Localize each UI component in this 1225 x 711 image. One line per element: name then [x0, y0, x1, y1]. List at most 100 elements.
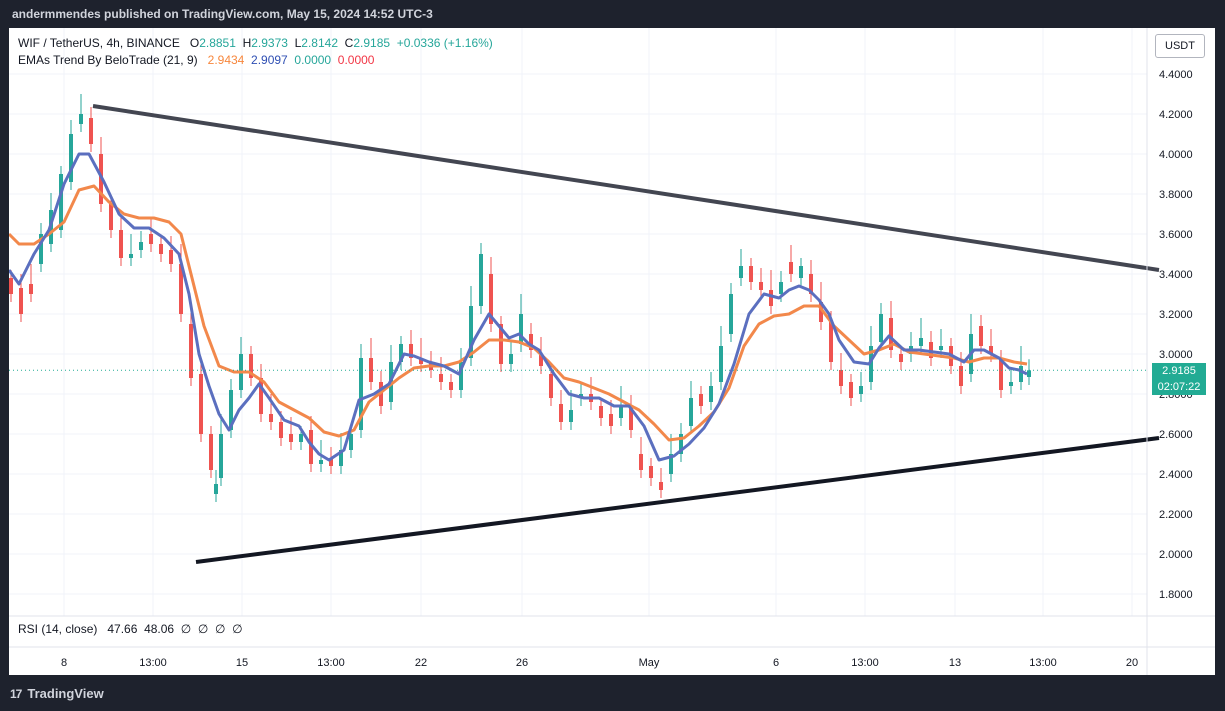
candle-body: [409, 344, 413, 358]
indicator-label[interactable]: EMAs Trend By BeloTrade (21, 9): [18, 53, 198, 67]
indicator-value-2: 2.9097: [251, 53, 288, 67]
rsi-value-2: 48.06: [144, 622, 175, 636]
candle: [169, 236, 173, 272]
candle-body: [1019, 366, 1023, 382]
candle: [709, 372, 713, 410]
candle: [649, 458, 653, 486]
ema-slow-line: [9, 184, 1028, 442]
high-label: H: [242, 36, 252, 50]
candle: [629, 395, 633, 438]
candle-body: [879, 314, 883, 342]
candle-body: [499, 324, 503, 364]
y-tick-label: 3.2000: [1159, 309, 1193, 321]
lower-trendline[interactable]: [195, 436, 1160, 564]
candle: [889, 301, 893, 358]
candle: [409, 330, 413, 366]
candle-body: [279, 422, 283, 438]
candle-body: [999, 358, 1003, 390]
candle-body: [479, 254, 483, 306]
candle-body: [849, 382, 853, 398]
candle: [569, 390, 573, 430]
candle-body: [519, 314, 523, 344]
candle: [219, 414, 223, 486]
candle: [359, 344, 363, 438]
y-tick-label: 2.0000: [1159, 549, 1193, 561]
x-tick-label: 22: [415, 657, 427, 669]
candle-body: [159, 244, 163, 254]
candle-body: [439, 374, 443, 382]
candle: [909, 332, 913, 362]
candle-body: [639, 454, 643, 470]
candle-body: [719, 346, 723, 382]
candle: [549, 366, 553, 406]
y-tick-label: 4.2000: [1159, 109, 1193, 121]
footer-bar: 17 TradingView: [0, 675, 1225, 711]
candle: [809, 260, 813, 302]
x-tick-label: 13:00: [1029, 657, 1057, 669]
candle: [969, 314, 973, 382]
candle-body: [989, 346, 993, 354]
tradingview-logo[interactable]: 17 TradingView: [10, 686, 104, 701]
candle-body: [779, 282, 783, 294]
chart-legend: WIF / TetherUS, 4h, BINANCE O2.8851 H2.9…: [18, 35, 493, 69]
y-tick-label: 2.6000: [1159, 429, 1193, 441]
candle: [139, 231, 143, 258]
candle: [1027, 359, 1031, 385]
candle: [859, 372, 863, 402]
candle: [159, 236, 163, 262]
close-value: 2.9185: [353, 36, 391, 50]
candle: [579, 383, 583, 406]
candle: [209, 426, 213, 478]
candle-body: [809, 274, 813, 294]
y-tick-label: 3.0000: [1159, 349, 1193, 361]
candle-body: [199, 374, 203, 434]
currency-button[interactable]: USDT: [1155, 34, 1205, 58]
candle: [79, 94, 83, 132]
rsi-value-5: ∅: [215, 622, 226, 636]
candle-body: [789, 262, 793, 274]
y-tick-label: 3.4000: [1159, 269, 1193, 281]
candle: [839, 353, 843, 394]
low-value: 2.8142: [301, 36, 338, 50]
candle: [879, 303, 883, 350]
candle: [149, 217, 153, 252]
upper-trendline[interactable]: [92, 104, 1160, 272]
candle: [929, 331, 933, 366]
grid: [9, 28, 1147, 616]
candle-body: [769, 290, 773, 306]
candle-body: [729, 294, 733, 334]
symbol-label[interactable]: WIF / TetherUS, 4h, BINANCE: [18, 36, 180, 50]
trendlines: [92, 104, 1160, 564]
candle: [639, 437, 643, 478]
x-tick-label: 13:00: [317, 657, 345, 669]
indicator-row: EMAs Trend By BeloTrade (21, 9) 2.9434 2…: [18, 52, 493, 69]
candle-body: [209, 434, 213, 470]
candle-body: [19, 288, 23, 314]
candle: [789, 245, 793, 282]
candle-body: [269, 414, 273, 422]
candle-body: [469, 306, 473, 358]
candle-body: [799, 266, 803, 278]
indicator-value-1: 2.9434: [207, 53, 245, 67]
candle-body: [509, 354, 513, 364]
candle-body: [919, 338, 923, 346]
candle: [119, 216, 123, 266]
low-label: L: [294, 36, 302, 50]
y-tick-label: 3.8000: [1159, 189, 1193, 201]
candle-body: [539, 354, 543, 366]
x-tick-label: 6: [773, 657, 779, 669]
candle-body: [759, 282, 763, 290]
candle: [39, 223, 43, 272]
candle-body: [649, 466, 653, 478]
candle: [599, 398, 603, 426]
publisher-line: andermmendes published on TradingView.co…: [12, 7, 433, 21]
candle-body: [219, 434, 223, 478]
last-price-tag: 2.9185 02:07:22: [1152, 363, 1206, 395]
last-price: 2.9185: [1162, 365, 1196, 377]
candle-body: [1027, 370, 1031, 377]
candle: [129, 234, 133, 266]
price-chart[interactable]: 4.4000 4.2000 4.0000 3.8000 3.6000 3.4000 3.20…: [9, 28, 1215, 675]
candle-body: [9, 278, 13, 294]
open-value: 2.8851: [199, 36, 236, 50]
rsi-label[interactable]: RSI (14, close): [18, 622, 98, 636]
